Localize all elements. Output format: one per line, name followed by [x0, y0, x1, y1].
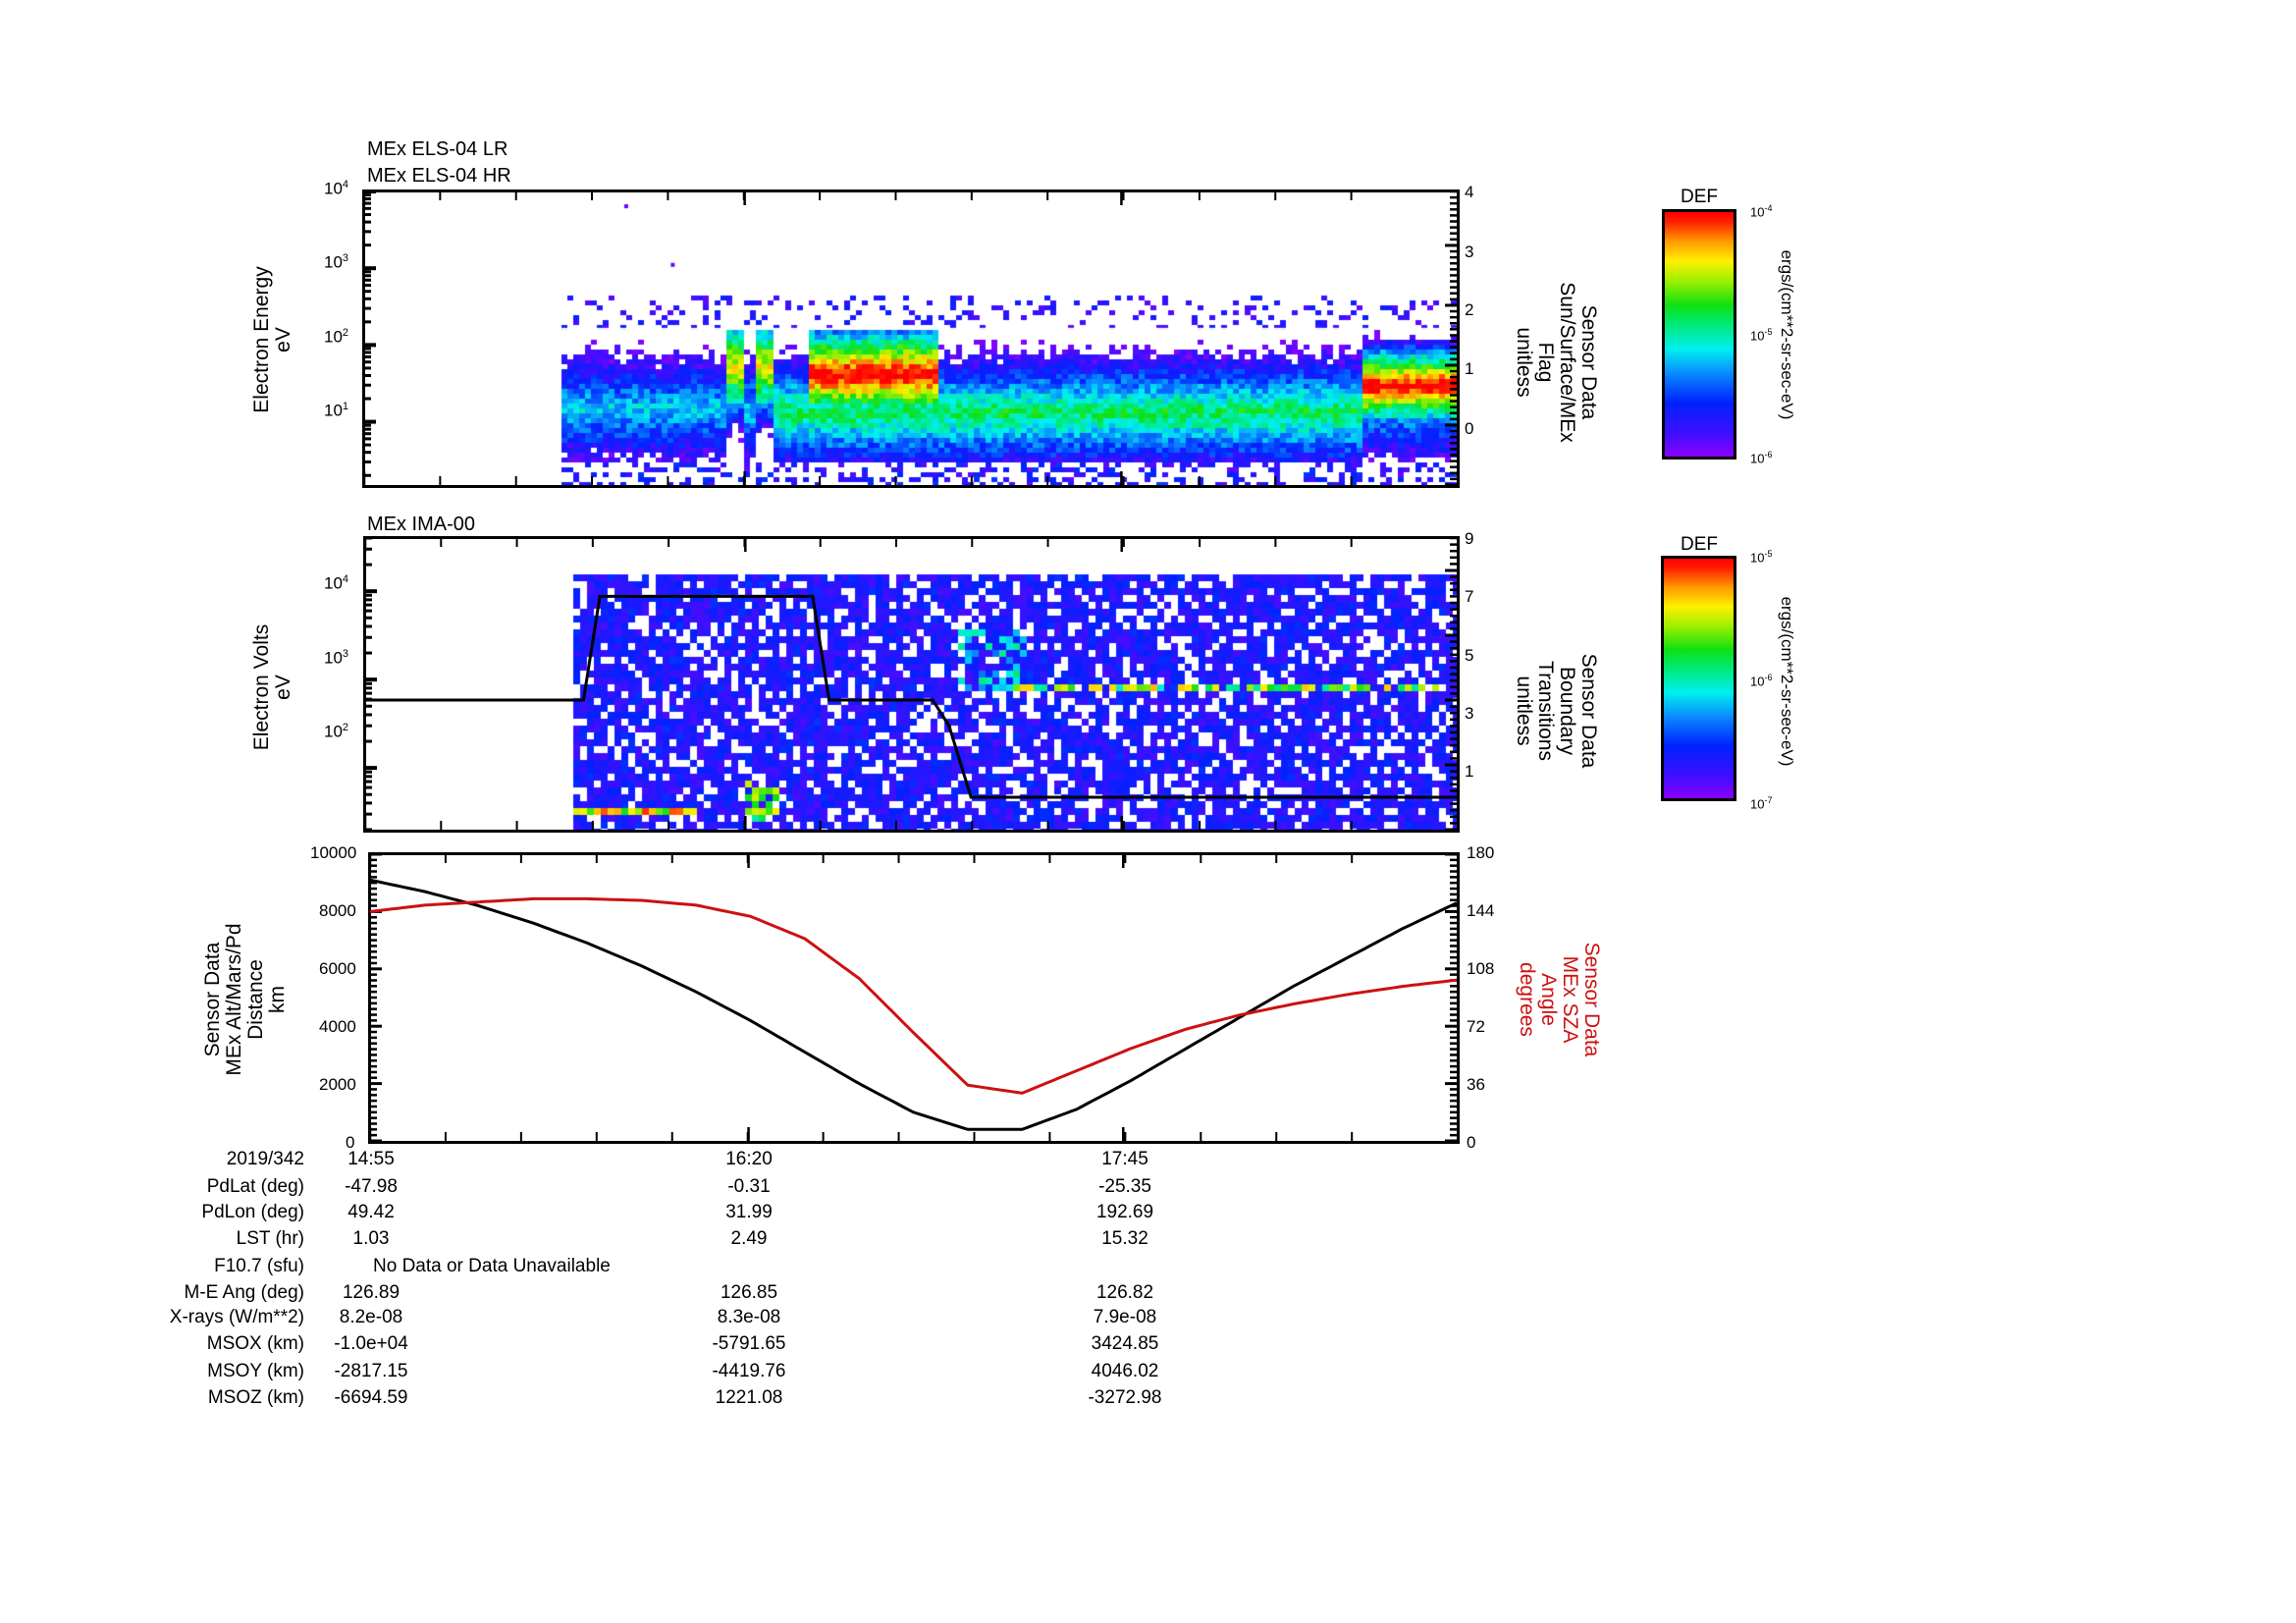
eph-value: 49.42: [347, 1202, 395, 1222]
p2-ytick-1e4: 104: [324, 573, 349, 593]
p1-rtick-2: 2: [1465, 300, 1474, 319]
eph-value: 192.69: [1095, 1202, 1154, 1222]
eph-value: 1.03: [352, 1228, 390, 1249]
p1-ytick-1e1: 101: [324, 401, 349, 420]
p1-rtick-1: 1: [1465, 359, 1474, 378]
p3-rtick-36: 36: [1467, 1075, 1485, 1094]
eph-value: 31.99: [725, 1202, 773, 1222]
eph-label-xrays: X-rays (W/m**2): [169, 1307, 304, 1327]
eph-value: 1221.08: [715, 1387, 783, 1408]
p2-rtick-7: 7: [1465, 587, 1474, 606]
eph-value: 15.32: [1101, 1228, 1148, 1249]
eph-value: -1.0e+04: [334, 1333, 408, 1354]
colorbar2-top-label: 10-5: [1750, 549, 1773, 566]
colorbar1-title: DEF: [1681, 187, 1718, 207]
colorbar2: [1661, 556, 1736, 801]
p1-ytick-1e3: 103: [324, 252, 349, 272]
eph-value: 126.82: [1095, 1282, 1154, 1303]
boundary-transitions-line: [365, 594, 1457, 799]
eph-value: -47.98: [345, 1176, 398, 1197]
eph-label-msoy: MSOY (km): [207, 1361, 304, 1381]
colorbar2-title: DEF: [1681, 534, 1718, 555]
p3-rtick-180: 180: [1467, 843, 1495, 862]
ima-spectrogram: [366, 539, 1457, 830]
eph-label-pdlon: PdLon (deg): [201, 1202, 304, 1222]
eph-value: 7.9e-08: [1093, 1307, 1157, 1327]
colorbar1-bottom-label: 10-6: [1750, 450, 1773, 466]
eph-value: -25.35: [1098, 1176, 1151, 1197]
els-spectrogram-panel: [362, 189, 1460, 488]
p3-ytick-10000: 10000: [310, 843, 357, 862]
p3-ytick-0: 0: [346, 1133, 355, 1152]
els-spectrogram: [365, 192, 1457, 485]
eph-value: -0.31: [727, 1176, 771, 1197]
eph-label-f107: F10.7 (sfu): [214, 1256, 304, 1276]
distance-line: [369, 878, 1458, 1131]
colorbar1-top-label: 10-4: [1750, 203, 1773, 220]
p2-rtick-1: 1: [1465, 762, 1474, 781]
p1-rtick-3: 3: [1465, 243, 1474, 261]
p3-ytick-6000: 6000: [319, 959, 356, 978]
panel1-title-hr: MEx ELS-04 HR: [367, 165, 511, 187]
eph-value: 126.89: [342, 1282, 400, 1303]
eph-label-msoz: MSOZ (km): [207, 1387, 304, 1408]
eph-value: -2817.15: [334, 1361, 408, 1381]
eph-value: 8.3e-08: [717, 1307, 781, 1327]
colorbar2-bottom-label: 10-7: [1750, 795, 1773, 812]
eph-label-lst: LST (hr): [236, 1228, 304, 1249]
p2-rtick-5: 5: [1465, 646, 1474, 665]
p3-ytick-2000: 2000: [319, 1075, 356, 1094]
p1-ytick-1e4: 104: [324, 179, 349, 198]
p1-rtick-0: 0: [1465, 419, 1474, 438]
eph-value: -3272.98: [1088, 1387, 1162, 1408]
colorbar1-mid-label: 10-5: [1750, 327, 1773, 344]
colorbar1: [1662, 209, 1736, 460]
ima-spectrogram-panel: [363, 536, 1460, 833]
distance-sza-panel: [368, 852, 1460, 1144]
eph-value: 2.49: [730, 1228, 768, 1249]
eph-label-pdlat: PdLat (deg): [206, 1176, 304, 1197]
p1-ytick-1e2: 102: [324, 327, 349, 347]
p1-rtick-4: 4: [1465, 183, 1474, 201]
eph-time-0: 14:55: [347, 1149, 395, 1169]
eph-value: -6694.59: [334, 1387, 408, 1408]
p3-rtick-72: 72: [1467, 1017, 1485, 1036]
eph-f107-note: No Data or Data Unavailable: [373, 1256, 611, 1276]
p3-rtick-144: 144: [1467, 901, 1495, 920]
sza-line: [369, 896, 1458, 1095]
eph-value: -5791.65: [712, 1333, 786, 1354]
p2-rtick-9: 9: [1465, 529, 1474, 548]
eph-value: 3424.85: [1091, 1333, 1159, 1354]
p2-rtick-3: 3: [1465, 704, 1474, 723]
eph-label-me-ang: M-E Ang (deg): [184, 1282, 305, 1303]
p3-rtick-0: 0: [1467, 1133, 1476, 1152]
eph-label-msox: MSOX (km): [206, 1333, 304, 1354]
eph-value: 126.85: [720, 1282, 778, 1303]
eph-time-2: 17:45: [1101, 1149, 1148, 1169]
eph-value: 8.2e-08: [339, 1307, 403, 1327]
p2-ytick-1e2: 102: [324, 722, 349, 741]
eph-time-1: 16:20: [725, 1149, 773, 1169]
p3-ytick-8000: 8000: [319, 901, 356, 920]
eph-value: 4046.02: [1091, 1361, 1159, 1381]
eph-label-date: 2019/342: [226, 1149, 304, 1169]
panel2-title: MEx IMA-00: [367, 514, 476, 535]
p3-ytick-4000: 4000: [319, 1017, 356, 1036]
p2-ytick-1e3: 103: [324, 648, 349, 668]
panel1-title-lr: MEx ELS-04 LR: [367, 138, 508, 160]
p3-rtick-108: 108: [1467, 959, 1495, 978]
panel3-ylabel-right: Sensor Data MEx SZA Angle degrees: [1516, 942, 1603, 1057]
eph-value: -4419.76: [712, 1361, 786, 1381]
colorbar2-mid-label: 10-6: [1750, 673, 1773, 689]
